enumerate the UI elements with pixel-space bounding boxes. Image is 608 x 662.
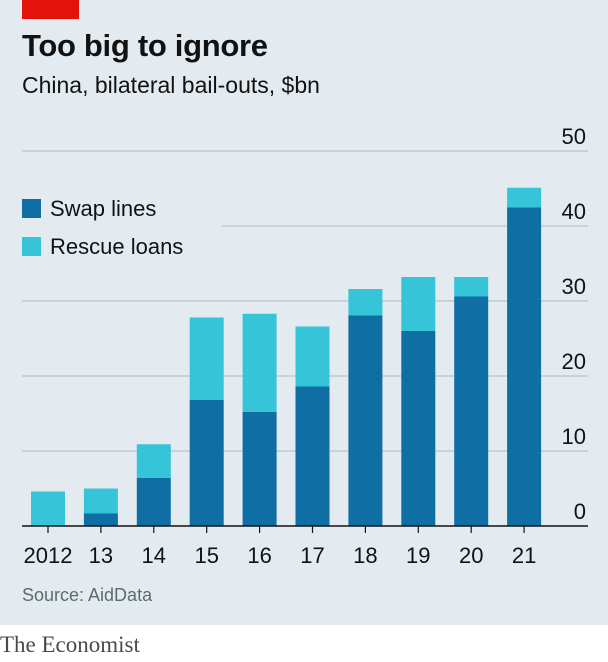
bar-chart: 0 10 20 30 40 50 2012 13 14 15 16 17 18 19 20 21 Swap … [22,124,588,568]
bar-swap-lines [242,412,277,526]
bar-swap-lines [136,478,171,526]
x-tick-label: 2012 [24,543,73,568]
bar-rescue-loans [454,277,489,297]
bar-swap-lines [295,386,330,526]
legend-label-rescue-loans: Rescue loans [50,234,183,259]
source-note: Source: AidData [22,585,153,605]
x-tick-label: 15 [194,543,218,568]
y-tick-label: 50 [562,124,586,149]
bar-rescue-loans [507,187,542,208]
y-tick-label: 0 [574,499,586,524]
chart-title: Too big to ignore [22,28,268,63]
bar-swap-lines [189,400,224,526]
brand-red-tag [22,0,79,19]
bar-rescue-loans [401,277,436,331]
bar-rescue-loans [189,317,224,400]
y-tick-label: 30 [562,274,586,299]
bar-rescue-loans [348,289,383,316]
publisher-brand: The Economist [0,632,140,657]
bar-swap-lines [454,296,489,526]
bar-swap-lines [507,207,542,526]
x-tick-label: 19 [406,543,430,568]
bar-rescue-loans [83,488,118,514]
x-tick-label: 16 [247,543,271,568]
bar-rescue-loans [31,491,65,526]
x-tick-label: 21 [512,543,536,568]
legend-label-swap-lines: Swap lines [50,196,156,221]
y-tick-label: 10 [562,424,586,449]
chart-subtitle: China, bilateral bail-outs, $bn [22,72,320,98]
x-tick-label: 14 [142,543,166,568]
bar-swap-lines [83,513,118,526]
bar-swap-lines [401,331,436,526]
legend: Swap lines Rescue loans [22,196,183,259]
y-tick-label: 20 [562,349,586,374]
y-tick-label: 40 [562,199,586,224]
x-tick-label: 13 [89,543,113,568]
legend-swatch-swap-lines [22,199,41,218]
bars [31,187,542,526]
x-tick-label: 18 [353,543,377,568]
bar-rescue-loans [242,313,277,412]
x-tick-label: 20 [459,543,483,568]
bar-rescue-loans [295,326,330,387]
x-tick-label: 17 [300,543,324,568]
bar-swap-lines [348,315,383,526]
bar-rescue-loans [136,444,171,478]
legend-swatch-rescue-loans [22,237,41,256]
axes: 2012 13 14 15 16 17 18 19 20 21 [22,525,588,568]
